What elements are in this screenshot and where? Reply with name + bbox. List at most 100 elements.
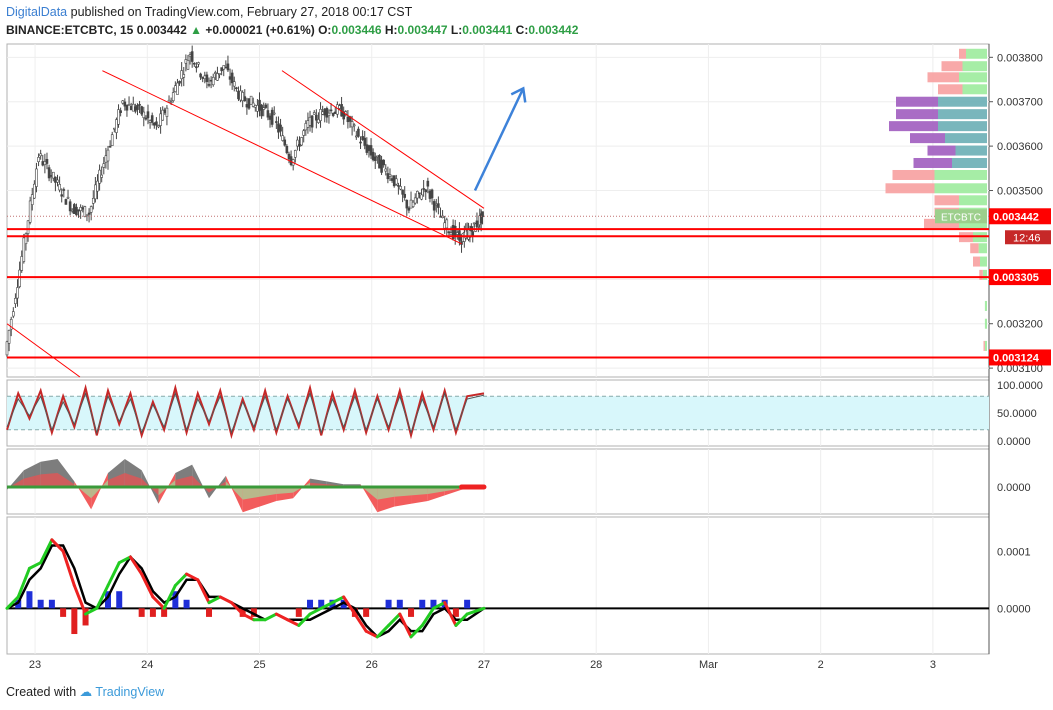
candle-body: [275, 121, 278, 123]
candle-body: [211, 77, 215, 86]
candle-body: [376, 155, 379, 158]
candle-body: [300, 137, 303, 146]
candle-body: [68, 201, 72, 212]
candle-body: [346, 116, 350, 123]
macd-line-segment: [330, 595, 346, 605]
macd-line-segment: [5, 595, 20, 610]
candle-body: [262, 107, 266, 110]
volume-profile-down-bar: [959, 48, 966, 59]
macd-histogram-bar: [250, 608, 257, 617]
macd-histogram-bar: [105, 591, 112, 609]
candle-body: [468, 230, 472, 238]
candle-body: [197, 62, 200, 65]
volume-profile-down-bar: [979, 269, 983, 280]
macd-histogram-bar: [183, 599, 190, 609]
candle-body: [226, 63, 230, 71]
macd-signal-line: [6, 544, 485, 639]
volume-profile-down-bar: [892, 169, 935, 180]
candle-body: [171, 92, 175, 102]
volume-profile-down-bar: [885, 183, 935, 194]
candle-body: [437, 203, 440, 208]
candle-body: [394, 178, 398, 185]
stoch-band: [7, 396, 989, 430]
y-tick-label: 0.003100: [997, 363, 1043, 375]
candle-body: [140, 106, 143, 115]
forecast-arrow-head: [510, 86, 527, 103]
volume-profile-up-bar: [934, 183, 987, 194]
candle-body: [287, 153, 291, 160]
candle-body: [123, 101, 127, 107]
candle-body: [239, 90, 242, 101]
x-tick-label: 2: [818, 659, 824, 671]
macd-line-segment: [398, 612, 413, 639]
macd-histogram-bar: [430, 599, 437, 609]
candle-body: [20, 256, 24, 271]
y-tick-label: 0.003800: [997, 52, 1043, 64]
pane-mom: [6, 448, 990, 515]
volume-profile-up-bar: [938, 109, 987, 120]
y-tick-label: 0.003700: [997, 97, 1043, 109]
macd-line-segment: [16, 566, 31, 599]
candle-body: [256, 105, 259, 112]
candle-body: [192, 62, 196, 65]
candle-body: [369, 145, 373, 156]
candle-body: [9, 319, 13, 330]
candle-body: [58, 184, 61, 191]
tradingview-link[interactable]: TradingView: [95, 685, 165, 699]
macd-histogram-bar: [138, 608, 145, 617]
candle-body: [409, 199, 413, 209]
chart-area[interactable]: 232425262728Mar230.0031000.0032000.00330…: [0, 0, 1053, 680]
candle-body: [319, 109, 322, 121]
created-with-label: Created with: [6, 685, 77, 699]
candle-body: [218, 73, 221, 75]
candle-body: [87, 212, 91, 215]
candle-body: [190, 51, 194, 62]
trendline: [6, 323, 81, 378]
x-tick-label: 26: [366, 659, 378, 671]
momentum-inner-area: [57, 473, 75, 487]
candle-body: [308, 116, 312, 126]
macd-line-segment: [218, 595, 233, 605]
candle-body: [456, 232, 459, 235]
volume-profile-up-bar: [962, 61, 987, 72]
candle-body: [407, 207, 411, 211]
candle-body: [477, 225, 480, 227]
macd-line-segment: [106, 561, 121, 587]
macd-line-segment: [342, 595, 357, 616]
candle-body: [432, 201, 436, 211]
candle-body: [121, 100, 125, 104]
macd-line-segment: [375, 623, 391, 639]
momentum-inner-area: [91, 480, 109, 499]
trendline: [102, 70, 462, 245]
candle-body: [416, 191, 419, 199]
candle-body: [426, 180, 430, 187]
candle-body: [224, 66, 228, 69]
candle-body: [355, 135, 358, 138]
candle-body: [81, 207, 85, 210]
volume-profile-up-bar: [959, 195, 987, 206]
candle-body: [77, 209, 80, 212]
macd-line-segment: [409, 623, 424, 639]
candle-body: [89, 206, 93, 213]
momentum-inner-area: [23, 474, 41, 487]
candle-body: [144, 117, 148, 120]
macd-y-tick-label: 0.0000: [997, 603, 1031, 615]
macd-line-segment: [297, 612, 312, 627]
candle-body: [119, 110, 122, 113]
high-value: 0.003447: [397, 23, 448, 37]
candle-body: [134, 106, 137, 112]
price-label-bg: [989, 349, 1051, 366]
candle-body: [209, 79, 213, 82]
candle-body: [153, 122, 156, 126]
macd-line-segment: [229, 601, 245, 616]
volume-profile-down-bar: [934, 195, 959, 206]
candle-body: [174, 85, 177, 92]
candle-body: [281, 135, 284, 141]
candle-body: [283, 139, 287, 146]
momentum-y-tick-label: 0.0000: [997, 482, 1031, 494]
candle-body: [18, 269, 21, 287]
candle-body: [315, 114, 318, 121]
publisher-link[interactable]: DigitalData: [6, 5, 68, 19]
macd-histogram-bar: [82, 608, 89, 626]
macd-line-segment: [162, 584, 177, 610]
